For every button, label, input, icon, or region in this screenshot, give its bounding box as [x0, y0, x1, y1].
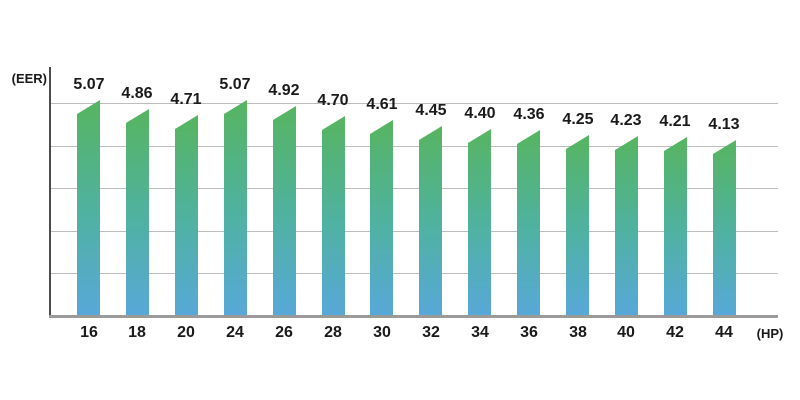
- x-tick-label: 40: [617, 324, 635, 341]
- y-axis-line: [49, 67, 51, 318]
- bar: [713, 140, 736, 316]
- bar-value-label: 4.86: [121, 85, 153, 102]
- bar: [517, 130, 540, 316]
- x-tick-label: 18: [128, 324, 146, 341]
- bar: [566, 135, 589, 316]
- bar-value-label: 5.07: [73, 76, 105, 93]
- bar: [615, 136, 638, 316]
- bar-value-label: 4.13: [708, 116, 740, 133]
- bar-value-label: 4.40: [464, 105, 496, 122]
- x-axis-line: [49, 315, 778, 318]
- gridline: [51, 146, 778, 147]
- bar-value-label: 5.07: [219, 76, 251, 93]
- bar: [126, 109, 149, 316]
- x-tick-label: 38: [569, 324, 587, 341]
- x-tick-label: 42: [666, 324, 684, 341]
- x-axis-unit-label: (HP): [756, 326, 784, 341]
- x-tick-label: 30: [373, 324, 391, 341]
- bar: [224, 100, 247, 316]
- x-tick-label: 26: [275, 324, 293, 341]
- x-tick-label: 24: [226, 324, 244, 341]
- bar: [370, 120, 393, 316]
- bar: [175, 115, 198, 316]
- gridline: [51, 273, 778, 274]
- bar-value-label: 4.23: [610, 112, 642, 129]
- x-tick-label: 36: [520, 324, 538, 341]
- x-tick-label: 32: [422, 324, 440, 341]
- bar: [468, 129, 491, 316]
- x-tick-label: 16: [80, 324, 98, 341]
- bar-value-label: 4.36: [513, 106, 545, 123]
- bar-value-label: 4.61: [366, 96, 398, 113]
- bar: [419, 126, 442, 316]
- bar-value-label: 4.70: [317, 92, 349, 109]
- x-tick-label: 20: [177, 324, 195, 341]
- y-axis-unit-label: (EER): [11, 71, 47, 86]
- gridline: [51, 188, 778, 189]
- bar: [664, 137, 687, 316]
- bar-value-label: 4.21: [659, 113, 691, 130]
- bar-value-label: 4.45: [415, 102, 447, 119]
- bar-value-label: 4.92: [268, 82, 300, 99]
- gridline: [51, 103, 778, 104]
- bar-value-label: 4.71: [170, 91, 202, 108]
- bar: [273, 106, 296, 316]
- x-tick-label: 34: [471, 324, 489, 341]
- x-tick-label: 28: [324, 324, 342, 341]
- bar: [77, 100, 100, 316]
- bar-value-label: 4.25: [562, 111, 594, 128]
- x-tick-label: 44: [715, 324, 733, 341]
- gridline: [51, 231, 778, 232]
- bar: [322, 116, 345, 316]
